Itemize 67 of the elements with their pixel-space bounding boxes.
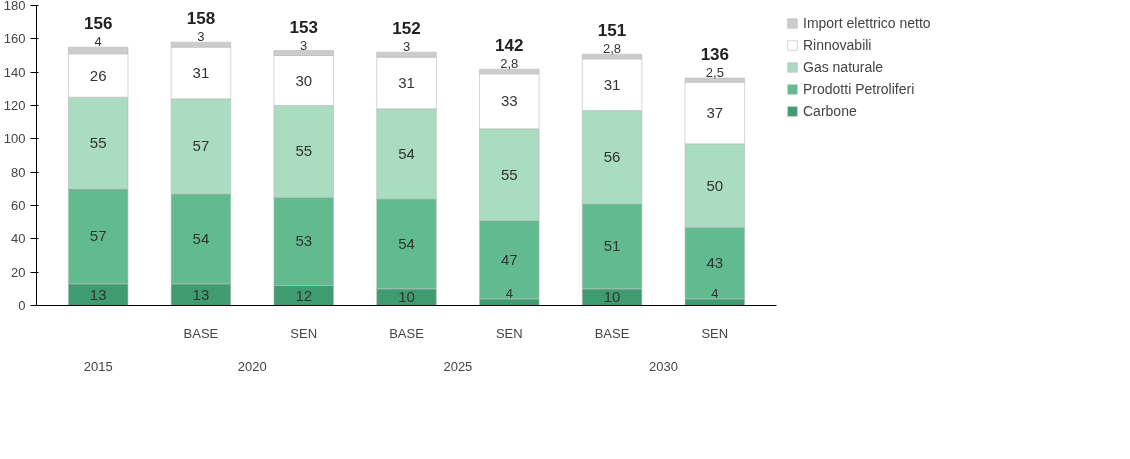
data-label: 31 <box>398 74 415 91</box>
data-label: 57 <box>192 137 210 155</box>
data-label: 3 <box>300 37 308 53</box>
data-label: 30 <box>295 71 313 89</box>
total-label: 153 <box>289 17 318 37</box>
y-tick-label: 40 <box>11 231 26 247</box>
data-label: 57 <box>89 227 107 245</box>
y-tick-label: 120 <box>3 98 26 113</box>
data-label: 55 <box>500 165 518 183</box>
data-label: 47 <box>500 250 518 268</box>
legend-label: Prodotti Petroliferi <box>803 81 915 97</box>
legend-label: Rinnovabili <box>803 37 872 53</box>
data-label: 33 <box>500 92 518 110</box>
x-tick-label: SEN <box>290 325 318 341</box>
legend-label: Gas naturale <box>803 59 884 75</box>
data-label: 10 <box>603 288 621 306</box>
data-label: 51 <box>603 237 621 255</box>
y-tick-label: 100 <box>3 131 26 147</box>
y-tick-label: 180 <box>3 0 26 13</box>
data-label: 4 <box>711 285 719 301</box>
data-label: 12 <box>295 286 313 304</box>
data-label: 54 <box>192 229 210 247</box>
x-tick-label: SEN <box>495 325 523 341</box>
y-tick-label: 60 <box>11 198 26 213</box>
legend-label: Carbone <box>803 103 857 119</box>
x-tick-label: BASE <box>389 325 425 341</box>
data-label: 13 <box>192 285 210 303</box>
data-label: 2,8 <box>500 56 519 72</box>
data-label: 55 <box>89 134 107 151</box>
data-label: 54 <box>398 144 415 162</box>
text: 2030 <box>648 358 678 374</box>
x-tick-label: SEN <box>701 325 729 341</box>
total-label: 151 <box>597 21 627 41</box>
total-label: 142 <box>495 36 524 56</box>
data-label: 13 <box>89 285 107 303</box>
legend-label: Import elettrico netto <box>803 15 931 31</box>
data-label: 10 <box>398 288 415 306</box>
data-label: 37 <box>706 104 724 121</box>
total-label: 136 <box>700 45 730 64</box>
data-label: 55 <box>295 142 313 160</box>
x-tick-label: BASE <box>594 325 630 341</box>
data-label: 53 <box>295 232 313 250</box>
data-label: 50 <box>706 176 724 194</box>
y-tick-label: 160 <box>3 31 26 47</box>
data-label: 3 <box>402 39 411 55</box>
data-label: 31 <box>603 75 621 93</box>
data-label: 4 <box>505 285 513 301</box>
data-label: 3 <box>197 29 205 45</box>
data-label: 2,5 <box>705 65 724 80</box>
data-label: 26 <box>89 66 107 84</box>
text: 2025 <box>443 358 473 374</box>
x-tick-label: BASE <box>183 325 219 341</box>
total-label: 158 <box>186 9 216 29</box>
text: 2015 <box>83 358 113 374</box>
y-tick-label: 80 <box>11 164 26 180</box>
data-label: 4 <box>94 34 102 50</box>
data-label: 56 <box>603 148 621 166</box>
y-tick-label: 140 <box>3 64 26 80</box>
y-tick-label: 0 <box>18 298 26 313</box>
total-label: 152 <box>392 19 421 39</box>
data-label: 43 <box>706 254 724 271</box>
data-label: 31 <box>192 64 210 81</box>
y-tick-label: 20 <box>11 264 26 280</box>
total-label: 156 <box>83 14 113 34</box>
text: 2020 <box>237 358 267 374</box>
data-label: 54 <box>398 234 415 252</box>
data-label: 2,8 <box>603 41 622 57</box>
